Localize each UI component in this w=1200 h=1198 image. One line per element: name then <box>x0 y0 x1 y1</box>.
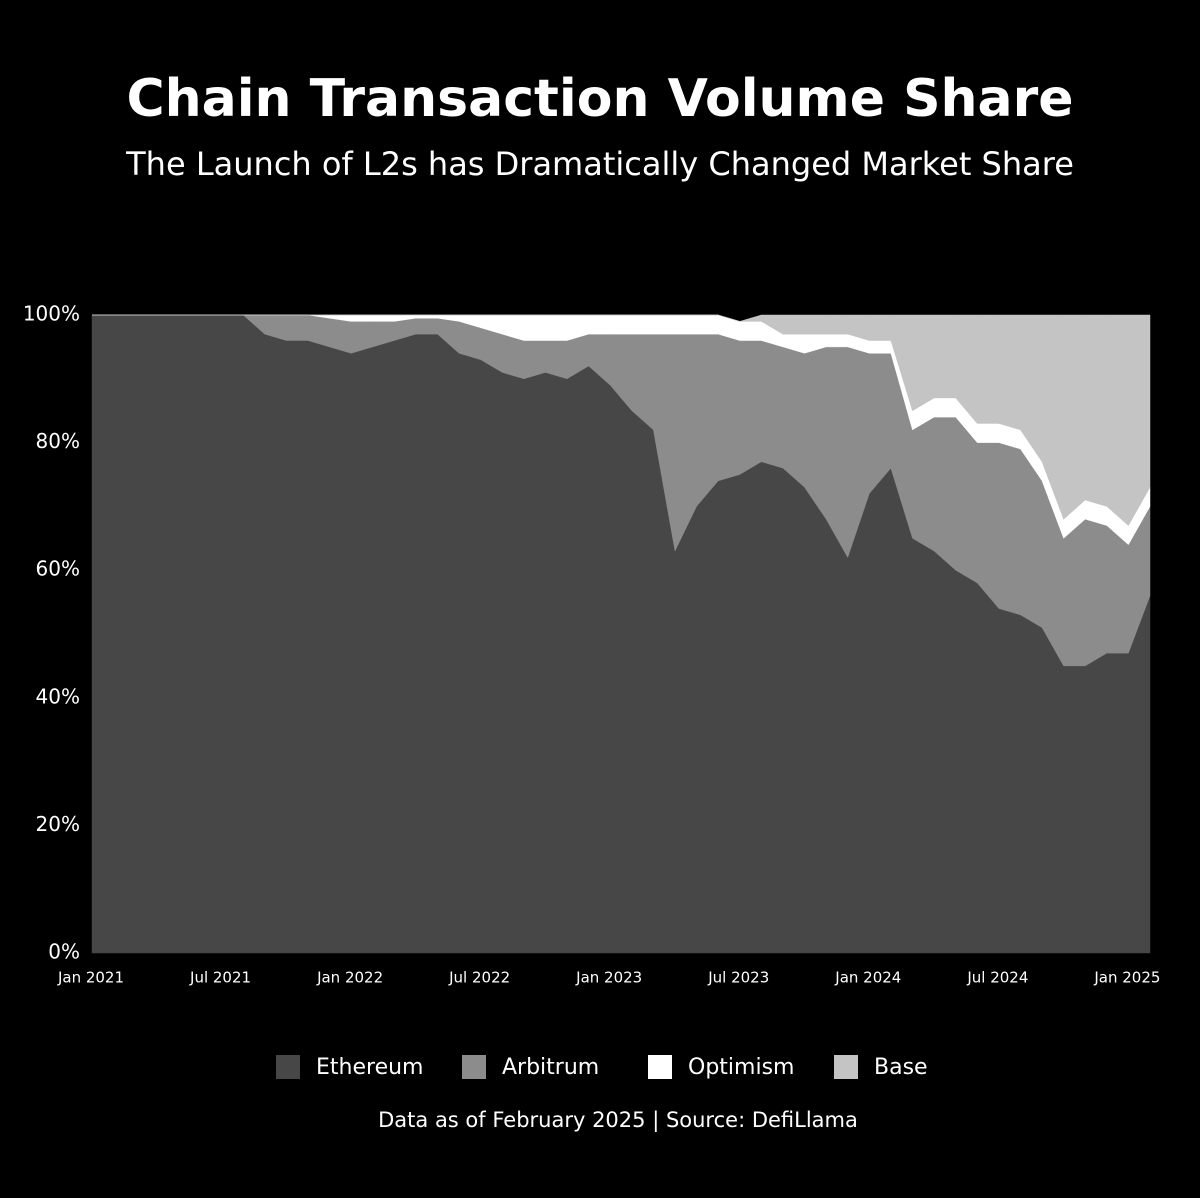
y-tick-label: 60% <box>36 557 80 581</box>
y-tick-label: 100% <box>23 302 80 326</box>
chart-title: Chain Transaction Volume Share <box>126 69 1073 129</box>
legend-swatch <box>834 1055 858 1079</box>
legend-label: Base <box>874 1055 928 1080</box>
x-tick-label: Jul 2023 <box>707 969 769 987</box>
legend-swatch <box>648 1055 672 1079</box>
x-tick-label: Jul 2022 <box>448 969 510 987</box>
legend-label: Arbitrum <box>502 1055 599 1080</box>
footnote: Data as of February 2025 | Source: DefiL… <box>378 1108 858 1133</box>
x-tick-label: Jul 2021 <box>189 969 251 987</box>
x-tick-label: Jan 2021 <box>57 969 124 987</box>
x-tick-label: Jan 2024 <box>834 969 901 987</box>
y-tick-label: 80% <box>36 429 80 453</box>
x-tick-label: Jul 2024 <box>966 969 1028 987</box>
y-tick-label: 20% <box>36 812 80 836</box>
legend-swatch <box>462 1055 486 1079</box>
y-tick-label: 40% <box>36 684 80 708</box>
y-tick-label: 0% <box>48 940 80 964</box>
area <box>92 314 1151 526</box>
legend-label: Ethereum <box>316 1055 423 1080</box>
legend-swatch <box>276 1055 300 1079</box>
x-tick-label: Jan 2023 <box>575 969 642 987</box>
x-tick-label: Jan 2025 <box>1093 969 1160 987</box>
chart-subtitle: The Launch of L2s has Dramatically Chang… <box>125 145 1074 183</box>
x-tick-label: Jan 2022 <box>316 969 383 987</box>
legend-label: Optimism <box>688 1055 794 1080</box>
